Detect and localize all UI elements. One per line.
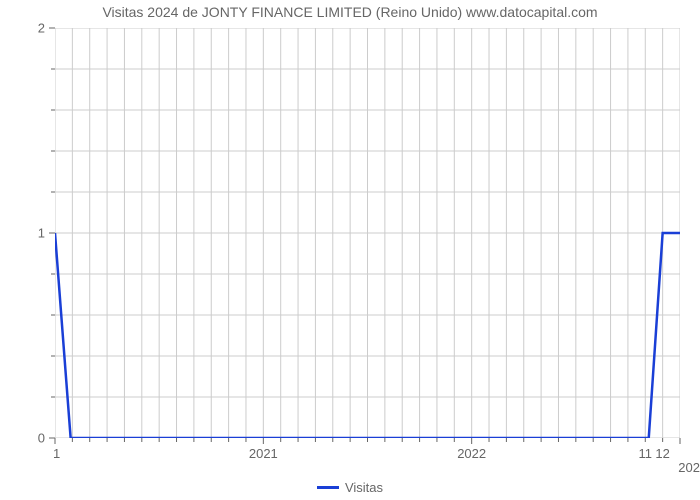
x-axis-month-label: 12 [655,446,669,461]
axis-overlay [0,0,700,500]
y-axis-label: 1 [29,226,45,241]
x-axis-start-label: 1 [53,446,60,461]
x-axis-year-label: 2021 [249,446,278,461]
x-axis-year-label: 2022 [457,446,486,461]
y-axis-label: 2 [29,21,45,36]
y-axis-label: 0 [29,431,45,446]
x-axis-month-label: 11 [639,446,653,461]
x-axis-end-label: 202 [678,460,700,475]
